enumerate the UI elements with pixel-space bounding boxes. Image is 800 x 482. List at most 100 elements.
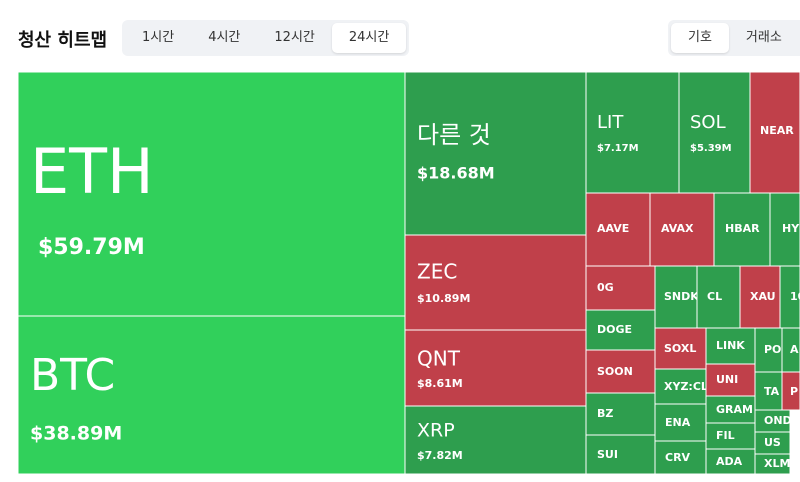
tile: SNDK	[655, 266, 699, 328]
tile: ADA	[706, 449, 755, 474]
tile-label: NEAR	[760, 124, 794, 137]
tile: NEAR	[750, 72, 800, 193]
tile: ETH $59.79M	[18, 72, 405, 316]
tile: UNI	[706, 364, 755, 396]
tile-rect	[586, 72, 679, 193]
tile-rect	[679, 72, 750, 193]
time-tabs: 1시간 4시간 12시간 24시간	[122, 20, 410, 56]
tile-rect	[586, 193, 650, 266]
tile-label: CL	[707, 290, 722, 303]
tile: QNT $8.61M	[405, 330, 586, 406]
tile: BTC $38.89M	[18, 316, 405, 474]
tile-rect	[706, 423, 755, 449]
tile-label: ETH	[30, 135, 154, 208]
tile-rect	[750, 72, 800, 193]
tile: 10	[780, 266, 800, 328]
tile: HBAR	[714, 193, 770, 266]
tile: XYZ:CL	[655, 369, 708, 404]
tile-rect	[586, 435, 655, 474]
tile: FIL	[706, 423, 755, 449]
tile: XRP $7.82M	[405, 406, 586, 474]
tile-label: OND	[764, 414, 792, 427]
tile-label: LIT	[597, 112, 624, 133]
tile: XAU	[740, 266, 780, 328]
tile-rect	[586, 266, 655, 310]
tile-rect	[697, 266, 740, 328]
tile-label: SNDK	[664, 290, 699, 303]
tile-rect	[740, 266, 780, 328]
tile-label: SOL	[690, 112, 726, 133]
tile-rect	[755, 328, 782, 372]
tile-rect	[714, 193, 770, 266]
tile-rect	[586, 350, 655, 393]
tile-label: XAU	[750, 290, 776, 303]
tile-label: LINK	[716, 339, 745, 352]
tile: GRAM	[706, 396, 755, 423]
tile-rect	[586, 310, 655, 350]
tile: SUI	[586, 435, 655, 474]
tile: A	[782, 328, 800, 372]
tile-value: $38.89M	[30, 423, 122, 445]
tile: SOL $5.39M	[679, 72, 750, 193]
tile-rect	[706, 364, 755, 396]
tab[interactable]: 24시간	[331, 23, 407, 53]
tile: LIT $7.17M	[586, 72, 679, 193]
tile-label: 10	[790, 290, 800, 303]
tile-rect	[706, 449, 755, 474]
tab[interactable]: 4시간	[208, 30, 241, 45]
tile-label: SUI	[597, 448, 618, 461]
tile-rect	[770, 193, 800, 266]
tile: XLM	[755, 454, 790, 474]
tab[interactable]: 1시간	[142, 30, 175, 45]
tile: AVAX	[650, 193, 714, 266]
tile: 0G	[586, 266, 655, 310]
tile-rect	[782, 372, 800, 410]
tile-label: AAVE	[597, 222, 629, 235]
tile-label: ADA	[716, 455, 743, 468]
tile-rect	[782, 328, 800, 372]
tile-rect	[755, 454, 790, 474]
tile: DOGE	[586, 310, 655, 350]
tile: SOON	[586, 350, 655, 393]
tile-label: P	[790, 385, 798, 398]
tile: ZEC $10.89M	[405, 235, 586, 330]
tile-label: US	[764, 436, 781, 449]
tile-rect	[405, 330, 586, 406]
tile-value: $18.68M	[417, 164, 495, 183]
tile: BZ	[586, 393, 655, 435]
tile-label: SOXL	[664, 342, 696, 355]
tile: 다른 것 $18.68M	[405, 72, 586, 235]
tile-label: XYZ:CL	[664, 380, 708, 393]
tile-label: ZEC	[417, 260, 457, 284]
page-title: 청산 히트맵	[18, 30, 108, 51]
group-tabs: 기호 거래소	[668, 20, 800, 56]
tile-rect	[650, 193, 714, 266]
tile: SOXL	[655, 328, 706, 369]
tile-label: DOGE	[597, 323, 632, 336]
tile-rect	[706, 328, 755, 364]
tile-label: CRV	[665, 451, 691, 464]
tile-label: TA	[764, 385, 780, 398]
tile: P	[782, 372, 800, 410]
tile-rect	[655, 328, 706, 369]
tile-rect	[586, 393, 655, 435]
tile-rect	[780, 266, 800, 328]
tile: TA	[755, 372, 782, 410]
tile-value: $8.61M	[417, 377, 463, 390]
tile-rect	[18, 72, 405, 316]
tile-value: $7.17M	[597, 143, 639, 154]
tile-rect	[655, 266, 697, 328]
tile-rect	[405, 72, 586, 235]
tab[interactable]: 12시간	[274, 30, 315, 45]
tile: US	[755, 432, 790, 454]
tile-label: FIL	[716, 429, 735, 442]
tile-label: PO	[764, 343, 781, 356]
tile-rect	[755, 432, 790, 454]
tile-value: $10.89M	[417, 292, 470, 305]
tab[interactable]: 거래소	[745, 30, 782, 45]
tile: PO	[755, 328, 782, 372]
tile-label: BTC	[30, 350, 115, 401]
tab[interactable]: 기호	[671, 23, 729, 53]
